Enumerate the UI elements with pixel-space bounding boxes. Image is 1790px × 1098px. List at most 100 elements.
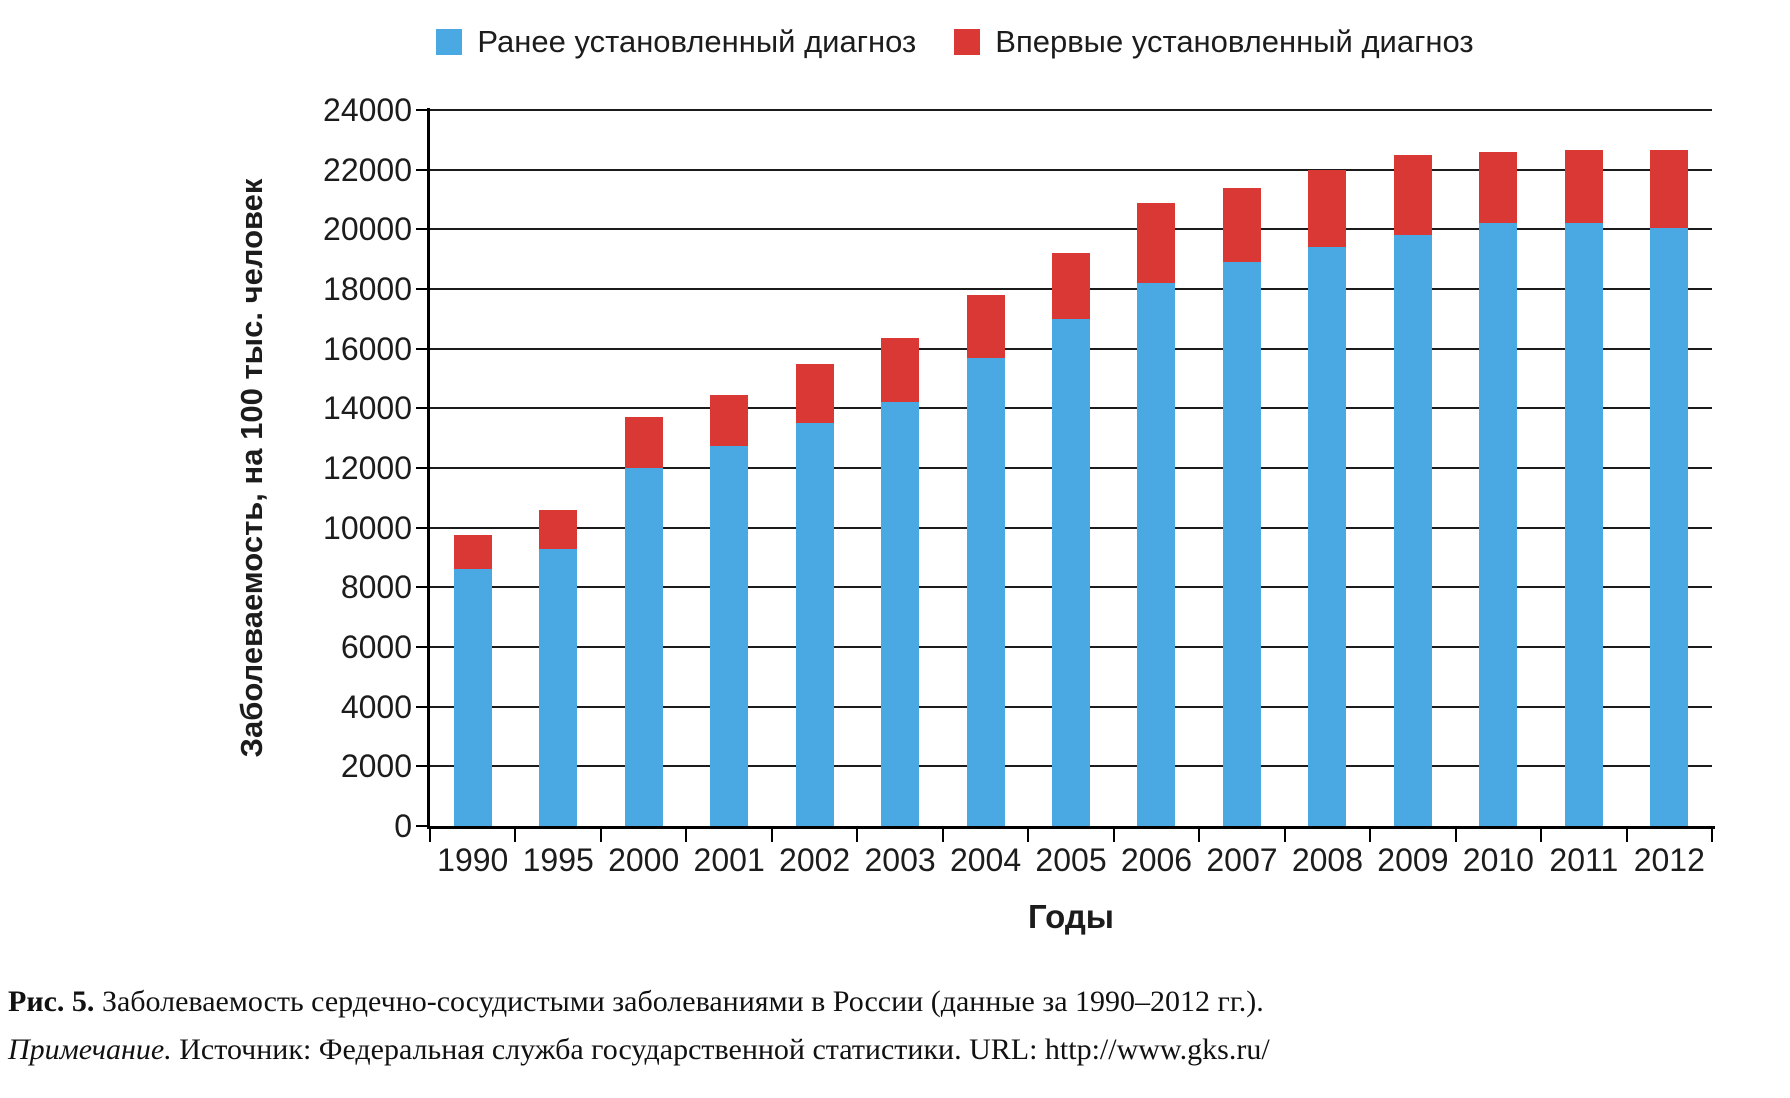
legend-swatch-red-icon (954, 29, 981, 55)
bar-2001 (710, 394, 749, 826)
bar-2008-segment-previously-diagnosed (1308, 247, 1347, 826)
bar-2006 (1137, 202, 1176, 826)
bar-2007 (1222, 187, 1261, 826)
bar-2000-segment-previously-diagnosed (624, 468, 663, 826)
bar-cell-2011 (1541, 110, 1626, 826)
y-tick-label-22000: 22000 (323, 151, 412, 188)
plot-area (416, 109, 1713, 842)
y-tick-label-8000: 8000 (340, 569, 412, 606)
bar-cell-2000 (601, 110, 686, 826)
x-tick-label-2000: 2000 (608, 842, 680, 878)
bar-2005-segment-previously-diagnosed (1052, 318, 1091, 826)
bar-2009-segment-previously-diagnosed (1393, 235, 1432, 826)
gridline-22000 (430, 168, 1712, 171)
bar-2001-segment-previously-diagnosed (710, 445, 749, 826)
x-axis-labels: 1990 1995 2000 2001 2002 2003 2004 2005 2006 2007… (430, 842, 1712, 879)
bar-2000 (624, 417, 663, 826)
bar-2005 (1052, 253, 1091, 826)
y-tick-24000 (416, 109, 428, 111)
caption-note-label: Примечание. (8, 1033, 172, 1066)
x-tick-15 (1711, 829, 1713, 842)
bar-cell-2012 (1627, 110, 1712, 826)
bar-2009 (1393, 154, 1432, 826)
y-tick-12000 (416, 467, 428, 469)
x-tick-11 (1369, 829, 1372, 842)
x-tick-label-1995: 1995 (522, 842, 594, 878)
x-tick-3 (685, 829, 688, 842)
x-tick-label-2009: 2009 (1377, 842, 1449, 878)
bar-2002 (795, 363, 834, 826)
legend-swatch-blue-icon (436, 29, 463, 55)
bar-2003 (881, 338, 920, 826)
x-tick-5 (856, 829, 859, 842)
y-tick-10000 (416, 526, 428, 529)
gridline-24000 (430, 109, 1712, 111)
x-tick-label-2003: 2003 (864, 842, 936, 878)
x-tick-8 (1112, 829, 1115, 842)
x-tick-label-2007: 2007 (1206, 842, 1278, 878)
bar-2011-segment-previously-diagnosed (1564, 223, 1603, 826)
bar-cell-2003 (857, 110, 942, 826)
bar-2007-segment-previously-diagnosed (1222, 262, 1261, 826)
y-tick-label-4000: 4000 (340, 688, 412, 725)
bar-2005-segment-first-diagnosed (1052, 253, 1091, 319)
bar-1990 (453, 535, 492, 826)
caption-line-2: Примечание. Источник: Федеральная служба… (8, 1026, 1270, 1074)
bar-cell-2002 (772, 110, 857, 826)
x-tick-7 (1027, 829, 1030, 842)
bar-2003-segment-first-diagnosed (881, 338, 920, 403)
y-tick-label-20000: 20000 (323, 211, 412, 248)
x-tick-14 (1625, 829, 1628, 842)
x-tick-1 (514, 829, 517, 842)
x-tick-label-2004: 2004 (949, 842, 1022, 878)
x-axis-title: Годы (1028, 898, 1114, 935)
x-tick-label-1990: 1990 (437, 842, 509, 878)
bar-1995-segment-previously-diagnosed (539, 548, 578, 826)
y-tick-20000 (416, 228, 428, 231)
y-tick-14000 (416, 407, 428, 410)
bar-2010-segment-previously-diagnosed (1479, 223, 1518, 826)
legend-label-first-diagnosed: Впервые установленный диагноз (995, 24, 1474, 59)
y-tick-2000 (416, 765, 428, 768)
caption-note-text: Источник: Федеральная служба государстве… (171, 1033, 1270, 1066)
bar-2006-segment-first-diagnosed (1137, 202, 1176, 284)
y-tick-label-14000: 14000 (323, 390, 412, 427)
y-tick-6000 (416, 646, 428, 648)
bar-2009-segment-first-diagnosed (1393, 154, 1432, 236)
bar-2003-segment-previously-diagnosed (881, 402, 920, 826)
x-tick-13 (1540, 829, 1543, 842)
x-tick-4 (770, 829, 773, 842)
x-tick-label-2002: 2002 (779, 842, 851, 878)
y-axis-line (427, 108, 430, 829)
x-tick-10 (1283, 829, 1286, 842)
x-tick-6 (941, 829, 944, 842)
bar-1995 (539, 509, 578, 826)
chart-legend: Ранее установленный диагноз Впервые уста… (0, 24, 1790, 60)
y-tick-label-0: 0 (394, 808, 412, 844)
bar-2002-segment-first-diagnosed (795, 363, 834, 424)
figure-caption: Рис. 5. Заболеваемость сердечно-сосудист… (8, 978, 1270, 1074)
y-tick-label-6000: 6000 (340, 629, 412, 665)
y-tick-label-12000: 12000 (323, 450, 412, 486)
x-tick-0 (429, 829, 431, 842)
bars-row (430, 110, 1712, 826)
caption-figure-number: Рис. 5. (8, 985, 95, 1018)
y-tick-18000 (416, 288, 428, 290)
bar-1990-segment-previously-diagnosed (453, 569, 492, 826)
bar-2004 (966, 294, 1005, 826)
bar-2012-segment-first-diagnosed (1650, 150, 1689, 228)
x-tick-label-2001: 2001 (693, 842, 765, 878)
bar-2011 (1564, 150, 1603, 826)
bar-2006-segment-previously-diagnosed (1137, 283, 1176, 826)
x-tick-label-2010: 2010 (1462, 842, 1534, 878)
x-axis-line (427, 826, 1715, 829)
bar-cell-2009 (1370, 110, 1455, 826)
y-tick-4000 (416, 705, 428, 708)
y-axis-labels: 0 2000 4000 6000 8000 10000 12000 14000 16000 180… (0, 92, 412, 844)
gridline-20000 (430, 228, 1712, 231)
bar-2010-segment-first-diagnosed (1479, 151, 1518, 224)
bar-2010 (1479, 151, 1518, 826)
y-tick-label-2000: 2000 (340, 748, 412, 785)
legend-item-first-diagnosed: Впервые установленный диагноз (954, 24, 1474, 60)
bar-2011-segment-first-diagnosed (1564, 150, 1603, 224)
